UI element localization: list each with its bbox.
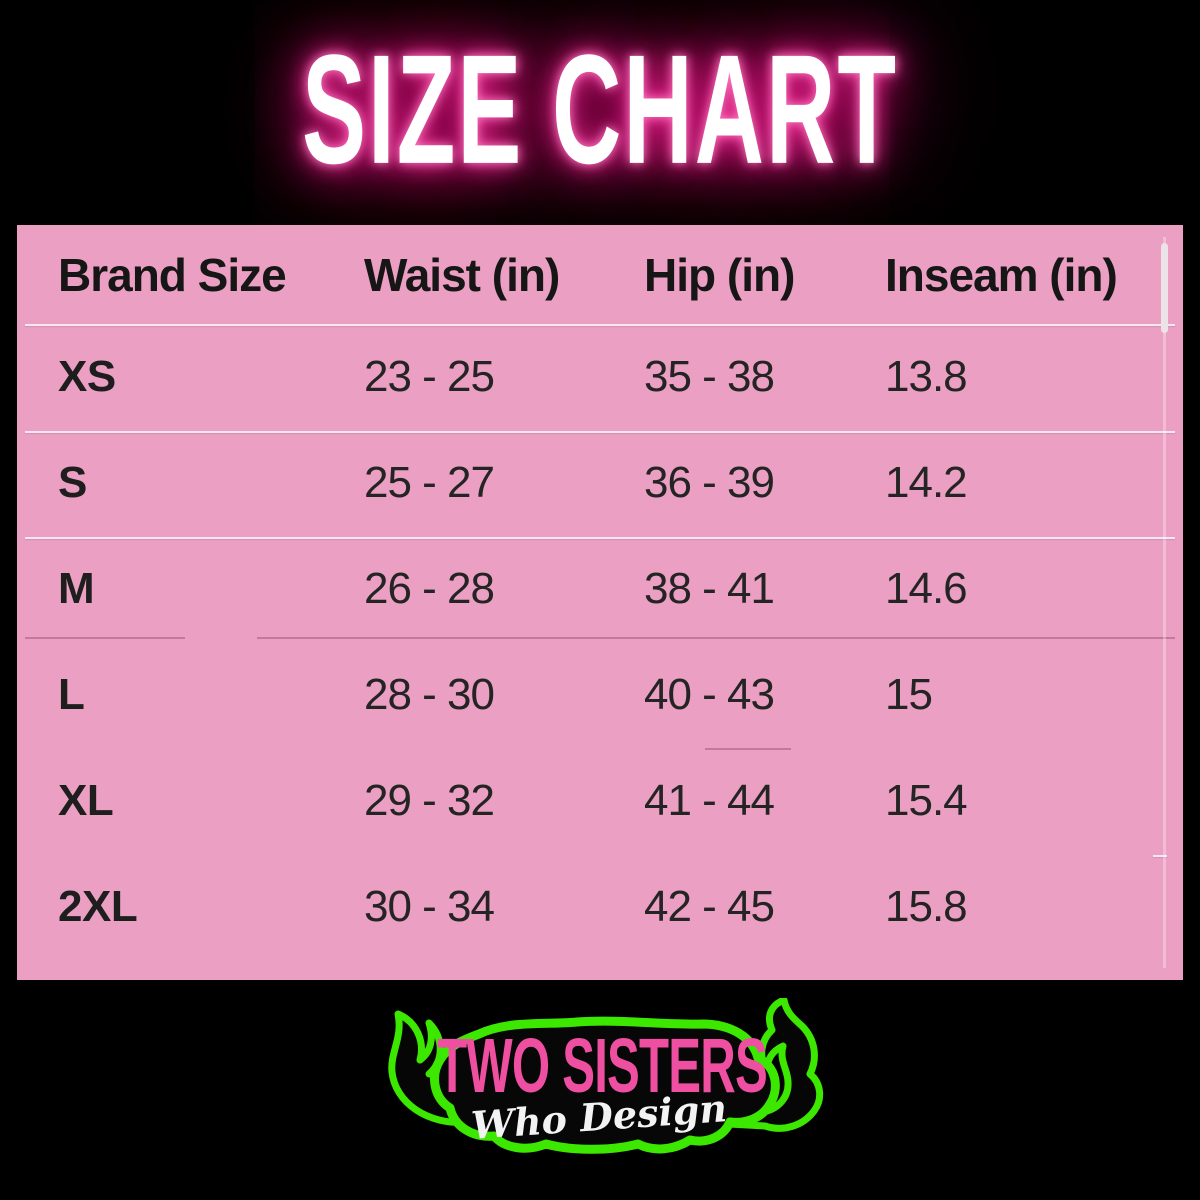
cell-size: M xyxy=(58,564,95,613)
cell-waist: 30 - 34 xyxy=(364,882,495,931)
scrollbar-thumb[interactable] xyxy=(1161,243,1168,333)
title-banner: SIZE CHART xyxy=(0,0,1200,222)
cell-waist: 23 - 25 xyxy=(364,352,495,401)
size-chart-table: Brand Size Waist (in) Hip (in) Inseam (i… xyxy=(17,225,1183,980)
cell-inseam: 15.8 xyxy=(885,882,968,931)
table-header-row: Brand Size Waist (in) Hip (in) Inseam (i… xyxy=(17,225,1183,324)
cell-size: XL xyxy=(58,776,114,825)
cell-inseam: 14.2 xyxy=(885,458,968,507)
cell-inseam: 13.8 xyxy=(885,352,968,401)
table-row: S 25 - 27 36 - 39 14.2 xyxy=(17,430,1183,536)
header-hip: Hip (in) xyxy=(644,248,795,301)
row-divider xyxy=(25,431,1175,433)
cell-hip: 35 - 38 xyxy=(644,352,775,401)
table-row: XL 29 - 32 41 - 44 15.4 xyxy=(17,748,1183,854)
table-row: 2XL 30 - 34 42 - 45 15.8 xyxy=(17,854,1183,960)
cell-waist: 29 - 32 xyxy=(364,776,495,825)
row-divider xyxy=(1153,855,1167,857)
cell-size: L xyxy=(58,670,85,719)
cell-inseam: 15 xyxy=(885,670,933,719)
row-divider xyxy=(705,748,791,750)
cell-hip: 36 - 39 xyxy=(644,458,775,507)
cell-size: 2XL xyxy=(58,882,138,931)
header-waist: Waist (in) xyxy=(364,248,560,301)
cell-hip: 40 - 43 xyxy=(644,670,775,719)
cell-hip: 38 - 41 xyxy=(644,564,775,613)
header-brand-size: Brand Size xyxy=(58,248,287,301)
cell-hip: 41 - 44 xyxy=(644,776,775,825)
cell-size: S xyxy=(58,458,87,507)
header-inseam: Inseam (in) xyxy=(885,248,1118,301)
brand-logo-graphic: TWO SISTERS Who Design xyxy=(388,996,824,1154)
page-title: SIZE CHART xyxy=(302,23,898,197)
logo-badge xyxy=(430,1016,780,1154)
scrollbar-track[interactable] xyxy=(1163,237,1166,968)
table-row: XS 23 - 25 35 - 38 13.8 xyxy=(17,324,1183,430)
row-divider xyxy=(257,637,1175,639)
row-divider xyxy=(25,537,1175,539)
row-divider xyxy=(25,637,185,639)
cell-inseam: 15.4 xyxy=(885,776,968,825)
cell-inseam: 14.6 xyxy=(885,564,968,613)
table-row: M 26 - 28 38 - 41 14.6 xyxy=(17,536,1183,642)
brand-logo: TWO SISTERS Who Design xyxy=(365,996,835,1163)
cell-waist: 28 - 30 xyxy=(364,670,495,719)
logo-brand-text: TWO SISTERS xyxy=(437,1023,767,1109)
table-row: L 28 - 30 40 - 43 15 xyxy=(17,642,1183,748)
cell-hip: 42 - 45 xyxy=(644,882,775,931)
cell-size: XS xyxy=(58,352,116,401)
row-divider xyxy=(25,324,1175,326)
cell-waist: 25 - 27 xyxy=(364,458,495,507)
cell-waist: 26 - 28 xyxy=(364,564,495,613)
